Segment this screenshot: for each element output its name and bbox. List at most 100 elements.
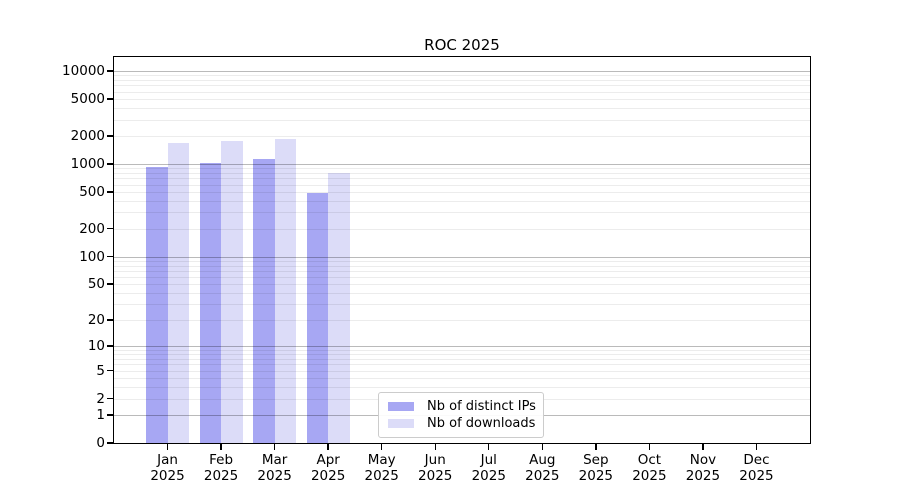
gridline-minor-4 [114,377,810,379]
gridline-minor-6 [114,364,810,366]
gridline-minor-6000 [114,91,810,93]
gridline-minor-20 [114,320,810,322]
x-tick-mark-sep [595,443,597,450]
y-tick-label-1000: 1000 [70,155,105,172]
x-tick-mark-jan [166,443,169,450]
gridline-minor-30 [114,304,810,306]
x-tick-mark-may [380,443,383,450]
gridline-minor-40 [114,293,810,294]
y-tick-mark-5 [107,369,114,372]
gridline-minor-200 [114,228,810,230]
x-tick-year-sep: 2025 [578,468,614,484]
gridline-minor-8 [114,354,810,356]
gridline-minor-300 [114,212,810,214]
bar-downloads-apr [328,172,350,443]
gridline-major-100 [114,256,810,258]
y-tick-mark-200 [107,228,114,230]
x-tick-year-apr: 2025 [310,468,346,484]
x-tick-year-nov: 2025 [685,468,721,484]
gridline-minor-5 [114,370,810,372]
legend-item-distinct-ips: Nb of distinct IPs [388,399,536,414]
gridline-major-1000 [114,163,810,165]
x-tick-label-jan: Jan 2025 [136,452,200,484]
gridline-minor-700 [114,178,810,180]
x-tick-mark-feb [220,443,222,450]
x-tick-mark-jul [488,443,490,450]
gridline-minor-3 [114,387,810,388]
bar-ips-apr [306,192,329,443]
bar-downloads-feb [221,141,243,443]
gridline-minor-3000 [114,119,810,121]
x-tick-mark-oct [648,443,651,450]
y-tick-mark-1 [107,414,114,416]
x-tick-mark-dec [755,443,758,450]
y-tick-mark-10 [107,345,114,347]
y-tick-mark-100 [107,255,114,258]
y-tick-mark-1000 [107,163,114,165]
gridline-minor-90 [114,260,810,262]
legend-swatch-distinct-ips [388,402,414,411]
x-tick-year-jul: 2025 [471,468,506,484]
x-tick-year-mar: 2025 [257,468,292,484]
x-tick-year-jan: 2025 [150,468,185,484]
y-tick-label-0: 0 [96,435,105,451]
bar-downloads-mar [274,139,297,443]
y-tick-label-2: 2 [96,390,105,407]
gridline-minor-60 [114,276,810,278]
bar-ips-mar [253,159,275,443]
gridline-minor-50 [114,284,810,286]
gridline-minor-400 [114,200,810,202]
y-tick-label-5000: 5000 [70,90,105,107]
x-tick-label-nov: Nov 2025 [671,452,735,484]
bar-downloads-jan [167,142,190,443]
y-tick-mark-500 [107,191,114,193]
x-tick-label-dec: Dec 2025 [724,452,788,484]
x-tick-label-feb: Feb 2025 [189,452,253,484]
x-tick-year-aug: 2025 [525,468,560,484]
x-tick-year-may: 2025 [364,468,399,484]
gridline-minor-7 [114,359,810,360]
legend: Nb of distinct IPs Nb of downloads [378,392,544,438]
gridline-minor-5000 [114,98,810,100]
y-tick-label-5: 5 [96,362,105,379]
chart-title: ROC 2025 [424,36,500,54]
x-tick-year-dec: 2025 [739,468,774,484]
legend-label-distinct-ips: Nb of distinct IPs [427,399,536,414]
y-tick-label-1: 1 [96,407,105,423]
y-tick-label-100: 100 [79,248,105,265]
y-tick-label-2000: 2000 [70,127,105,144]
plot-area [114,57,810,443]
x-tick-mark-nov [702,443,704,450]
bar-ips-feb [199,162,222,443]
gridline-minor-800 [114,172,810,174]
gridline-minor-2000 [114,135,810,137]
y-tick-label-20: 20 [87,312,105,329]
x-tick-label-may: May 2025 [350,452,414,484]
x-tick-label-aug: Aug 2025 [510,452,574,484]
gridline-minor-9 [114,350,810,351]
y-tick-mark-20 [107,319,114,321]
y-tick-mark-10000 [107,70,114,72]
x-tick-label-mar: Mar 2025 [243,452,307,484]
legend-item-downloads: Nb of downloads [388,416,536,431]
x-tick-mark-jun [434,443,436,450]
x-tick-label-oct: Oct 2025 [617,452,681,484]
gridline-minor-80 [114,265,810,267]
gridline-major-10 [114,346,810,348]
gridline-minor-7000 [114,85,810,87]
gridline-minor-4000 [114,107,810,109]
y-tick-mark-5000 [107,98,114,100]
gridline-minor-8000 [114,80,810,81]
x-tick-label-jul: Jul 2025 [457,452,521,484]
y-tick-label-10: 10 [87,338,105,355]
x-tick-label-apr: Apr 2025 [296,452,360,484]
y-tick-label-200: 200 [79,220,105,237]
x-tick-label-sep: Sep 2025 [564,452,628,484]
legend-label-downloads: Nb of downloads [427,416,536,431]
y-tick-mark-0 [107,442,114,444]
gridline-minor-600 [114,184,810,186]
x-tick-label-jun: Jun 2025 [403,452,467,484]
x-tick-year-feb: 2025 [203,468,239,484]
gridline-minor-900 [114,168,810,170]
